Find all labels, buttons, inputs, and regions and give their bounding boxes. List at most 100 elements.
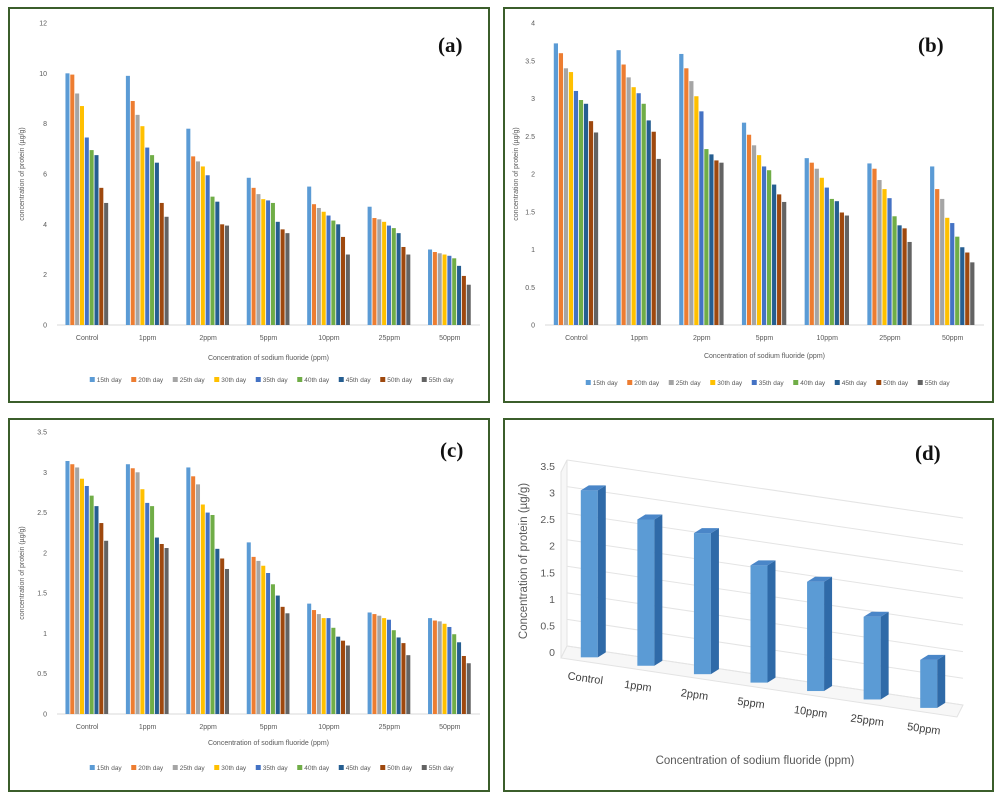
- bar: [135, 114, 140, 325]
- bar: [809, 162, 814, 325]
- bar: [164, 216, 169, 325]
- bar: [331, 627, 336, 714]
- legend-swatch: [89, 377, 95, 382]
- bar: [568, 72, 574, 325]
- bar: [437, 621, 442, 714]
- y-tick-label: 0: [43, 712, 47, 719]
- bar: [945, 217, 950, 325]
- legend-swatch: [793, 380, 799, 385]
- y-tick-label: 3: [549, 488, 555, 500]
- bar: [316, 614, 321, 714]
- bar: [200, 504, 205, 714]
- x-tick-label: 25ppm: [879, 335, 901, 342]
- bar: [210, 514, 215, 714]
- legend-label: 20th day: [138, 377, 164, 384]
- x-tick-label: 10ppm: [817, 335, 839, 342]
- y-tick-label: 3.5: [540, 461, 555, 473]
- y-axis-title: concentration of protein (µg/g): [19, 127, 26, 221]
- y-tick-label: 2: [549, 541, 555, 553]
- x-tick-label: 2ppm: [199, 335, 217, 342]
- legend-swatch: [131, 377, 137, 382]
- legend-label: 50th day: [883, 380, 909, 387]
- x-tick-label: 5ppm: [260, 724, 278, 731]
- x-tick-label: 10ppm: [318, 335, 340, 342]
- legend-label: 30th day: [717, 380, 743, 387]
- legend-label: 20th day: [634, 380, 660, 387]
- legend-swatch: [627, 380, 633, 385]
- bar: [104, 202, 109, 325]
- bar: [154, 162, 159, 325]
- bar: [164, 548, 169, 714]
- legend-swatch: [380, 765, 386, 770]
- bar-front: [637, 519, 655, 666]
- bar: [145, 502, 150, 714]
- chart-b: 0 0.5 1 1.5 2 2.5 3 3.5 4 Control 1ppm 2ppm 5ppm 10pp…: [513, 21, 984, 387]
- bar: [312, 204, 317, 325]
- bar: [452, 258, 457, 325]
- y-tick-label: 2: [43, 550, 47, 557]
- bar: [367, 206, 372, 325]
- bar: [777, 194, 782, 325]
- bar: [461, 655, 466, 714]
- bar: [377, 615, 382, 714]
- bar: [94, 155, 99, 326]
- x-tick-label: 50ppm: [942, 335, 964, 342]
- x-tick-label: 1ppm: [623, 679, 652, 695]
- bar: [205, 175, 210, 325]
- panel-label: (d): [915, 441, 941, 465]
- bar: [882, 189, 887, 325]
- bar: [377, 219, 382, 325]
- bar: [391, 228, 396, 325]
- bar: [99, 523, 104, 714]
- bar: [210, 196, 215, 325]
- y-tick-label: 2: [43, 272, 47, 279]
- bar: [140, 126, 145, 326]
- panel-label: (a): [438, 33, 463, 57]
- bar: [578, 100, 584, 325]
- bar: [970, 262, 975, 325]
- legend-swatch: [214, 765, 220, 770]
- y-tick-label: 3: [43, 470, 47, 477]
- legend-label: 20th day: [138, 765, 164, 772]
- bar: [563, 68, 569, 326]
- x-tick-label: 50ppm: [439, 724, 461, 731]
- bar-top: [693, 528, 719, 534]
- y-tick-label: 12: [39, 21, 47, 28]
- bar: [457, 265, 462, 325]
- y-tick-label: 1: [531, 247, 535, 254]
- bar: [220, 558, 225, 714]
- y-tick-label: 8: [43, 121, 47, 128]
- x-tick-label: 2ppm: [680, 687, 709, 703]
- bar: [955, 236, 960, 325]
- legend-label: 35th day: [759, 380, 785, 387]
- legend-swatch: [421, 377, 427, 382]
- bar: [89, 150, 94, 325]
- legend-label: 30th day: [221, 765, 247, 772]
- bar: [326, 215, 331, 325]
- bar: [772, 184, 777, 325]
- bar: [461, 275, 466, 325]
- x-tick-label: 5ppm: [260, 335, 278, 342]
- legend-label: 15th day: [97, 765, 123, 772]
- panel-b: 0 0.5 1 1.5 2 2.5 3 3.5 4 Control 1ppm 2ppm 5ppm 10pp…: [503, 7, 994, 403]
- x-tick-label: 2ppm: [693, 335, 711, 342]
- chart-c: 0 0.5 1 1.5 2 2.5 3 3.5 Control 1ppm 2ppm 5ppm 10ppm…: [19, 430, 480, 772]
- bar-side: [937, 654, 946, 708]
- x-axis-title: Concentration of sodium fluoride (ppm): [656, 755, 855, 767]
- bar-top: [920, 654, 946, 660]
- y-tick-label: 3: [531, 96, 535, 103]
- x-axis-title: Concentration of sodium fluoride (ppm): [704, 353, 825, 360]
- bar: [135, 472, 140, 714]
- legend-label: 25th day: [180, 765, 206, 772]
- legend-swatch: [172, 377, 178, 382]
- bar: [89, 495, 94, 714]
- y-tick-label: 3.5: [525, 58, 535, 65]
- bar-front: [920, 659, 938, 708]
- bar: [588, 121, 594, 326]
- legend-swatch: [89, 765, 95, 770]
- x-tick-label: 50ppm: [439, 335, 461, 342]
- panel-d: 0 0.5 1 1.5 2 2.5 3 3.5 Control 1ppm 2ppm 5ppm 10ppm…: [503, 418, 994, 792]
- legend-swatch: [668, 380, 674, 385]
- bar: [367, 612, 372, 714]
- bar: [651, 131, 656, 325]
